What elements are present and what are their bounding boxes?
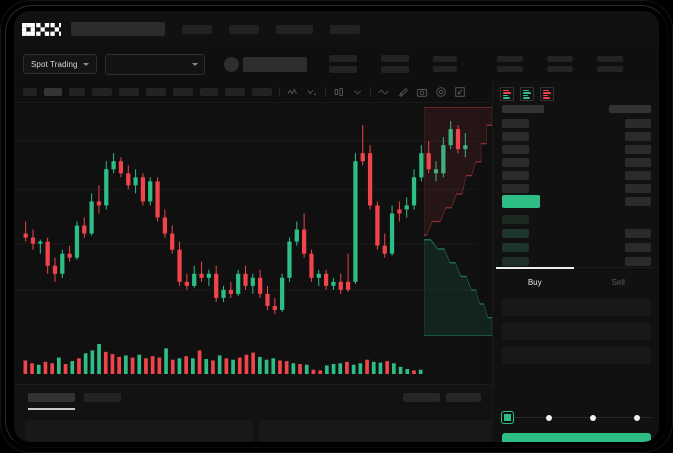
nav-item-3[interactable] [330,24,360,34]
line-chart-icon[interactable] [378,86,390,98]
amount-slider[interactable] [502,411,651,425]
candlestick-chart-canvas [14,121,479,314]
brush-icon[interactable] [397,86,409,98]
bottom-tab-1[interactable] [84,393,121,402]
bottom-action-0[interactable] [403,393,440,402]
orderbook-ask-row[interactable] [493,158,659,167]
tab-sell-label: Sell [611,278,625,287]
orderbook-both-icon[interactable] [500,87,514,101]
search-input[interactable] [71,22,165,36]
tab-buy[interactable]: Buy [493,267,577,297]
market-header-row: Spot Trading [14,47,659,81]
submit-order-button[interactable] [502,433,651,442]
compare-icon[interactable] [306,86,318,98]
chevron-down-icon[interactable] [352,86,363,97]
bottom-tab-0[interactable] [28,393,75,402]
nav-item-1[interactable] [229,24,259,34]
candlestick-type-icon[interactable] [333,86,345,98]
orderbook-bid-row[interactable] [493,215,659,224]
slider-stop-3[interactable] [634,414,640,421]
pair-name-label [242,56,307,72]
orderbook-ask-row[interactable] [493,119,659,128]
camera-icon[interactable] [416,86,428,98]
buy-sell-tabs: Buy Sell [493,267,659,297]
market-stat-4 [546,56,573,72]
timeframe-button-2[interactable] [69,87,85,96]
market-stat-3 [496,56,523,72]
chart-gridlines [14,140,479,291]
market-stat-2 [432,56,457,72]
trading-mode-label: Spot Trading [31,59,78,69]
timeframe-button-6[interactable] [173,87,193,96]
toolbar-divider [370,86,371,97]
orderbook-spread-row[interactable] [502,195,540,208]
toolbar-divider [279,86,280,97]
top-navigation-bar [14,11,659,47]
bottom-tab-underline [28,408,75,410]
market-stat-0 [328,55,357,73]
timeframe-button-1[interactable] [44,87,62,96]
order-field-amount[interactable] [502,323,651,340]
market-stats [328,55,647,73]
timeframe-button-4[interactable] [119,87,139,96]
tab-sell[interactable]: Sell [577,268,660,297]
pair-selector[interactable] [104,53,205,75]
toolbar-divider [325,86,326,97]
volume-chart[interactable] [14,336,479,384]
orderbook-asks-icon[interactable] [540,87,554,101]
bottom-content-box-0 [25,420,253,442]
orderbook-and-order-panel: Buy Sell [492,81,659,442]
orderbook-header [493,105,659,113]
candlestick-series [23,121,468,314]
orderbook-bid-row[interactable] [493,257,659,266]
order-field-total[interactable] [502,347,651,364]
orderbook-ask-row[interactable] [493,171,659,180]
timeframe-button-0[interactable] [23,87,37,96]
orderbook-ask-row[interactable] [493,132,659,141]
coin-icon [223,56,239,72]
orderbook-rows[interactable] [493,105,659,295]
app-screen: Spot Trading [14,11,659,442]
indicator-icon[interactable] [287,86,299,98]
slider-stop-1[interactable] [546,414,552,421]
orderbook-bids-icon[interactable] [520,87,534,101]
candlestick-chart[interactable] [14,103,479,336]
nav-item-2[interactable] [276,24,313,34]
bottom-content-box-1 [259,420,491,442]
bottom-panel [14,384,492,442]
timeframe-button-5[interactable] [146,87,166,96]
timeframe-button-3[interactable] [92,87,112,96]
orderbook-bid-row[interactable] [493,243,659,252]
timeframe-button-8[interactable] [225,87,245,96]
okx-logo[interactable] [22,22,61,36]
market-stat-1 [380,55,409,73]
timeframe-button-9[interactable] [252,87,272,96]
order-form [493,297,659,397]
orderbook-bid-row[interactable] [493,229,659,238]
orderbook-ask-row[interactable] [493,145,659,154]
orderbook-view-toggles [493,81,659,101]
nav-item-0[interactable] [182,24,212,34]
volume-series [23,344,423,374]
order-field-price[interactable] [502,299,651,316]
timeframe-button-7[interactable] [200,87,218,96]
slider-handle[interactable] [502,412,513,423]
orderbook-spread-right [493,197,659,206]
bottom-action-1[interactable] [446,393,481,402]
orderbook-ask-row[interactable] [493,184,659,193]
tab-buy-label: Buy [527,278,542,287]
market-stat-5 [596,56,623,72]
slider-stop-2[interactable] [590,414,596,421]
slider-track [506,417,651,418]
trading-mode-selector[interactable]: Spot Trading [23,54,97,74]
chevron-down-icon [191,62,198,66]
volume-chart-canvas [23,344,423,374]
settings-icon[interactable] [435,86,447,98]
fullscreen-icon[interactable] [454,86,466,98]
chevron-down-icon [82,62,89,66]
